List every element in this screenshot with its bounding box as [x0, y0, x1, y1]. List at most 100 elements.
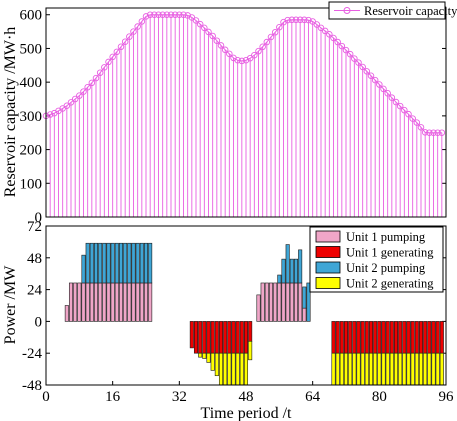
power-bar [210, 352, 215, 371]
reservoir-point [192, 17, 200, 24]
power-bar [239, 352, 244, 386]
power-bar [402, 321, 407, 354]
reservoir-axes-frame [45, 7, 447, 218]
power-legend-swatch [315, 246, 341, 258]
power-bar [260, 282, 265, 322]
reservoir-point [121, 38, 129, 45]
reservoir-point [217, 42, 225, 49]
reservoir-point [221, 46, 229, 54]
power-bar [85, 282, 90, 322]
power-bar [406, 352, 411, 386]
power-bar [398, 352, 403, 386]
power-legend-swatch [315, 261, 341, 274]
reservoir-point [342, 46, 350, 54]
power-bar [106, 242, 111, 284]
power-bar [148, 282, 153, 322]
reservoir-point [321, 27, 329, 35]
reservoir-point [271, 29, 279, 36]
reservoir-point [46, 111, 54, 118]
power-xtick-label: 80 [372, 389, 387, 405]
reservoir-point [430, 129, 437, 136]
power-bar [402, 352, 407, 386]
power-bar [298, 282, 303, 322]
reservoir-ytick-label: 600 [20, 8, 43, 24]
reservoir-point [196, 20, 204, 28]
reservoir-point [426, 129, 433, 136]
reservoir-point [276, 23, 283, 31]
reservoir-point [142, 13, 150, 20]
reservoir-point [146, 11, 154, 18]
reservoir-legend-marker [343, 7, 351, 14]
power-bar [73, 282, 78, 322]
power-bar [135, 242, 140, 284]
power-bar [364, 321, 369, 354]
power-bar [235, 321, 240, 354]
reservoir-ytick-label: 100 [20, 176, 43, 192]
reservoir-legend-label: Reservoir capacity [364, 4, 457, 18]
power-bar [127, 282, 132, 322]
power-bar [360, 352, 365, 386]
reservoir-point [438, 129, 446, 136]
power-bar [435, 321, 440, 354]
power-bar [227, 352, 232, 386]
reservoir-point [251, 51, 258, 59]
power-legend-label: Unit 2 pumping [346, 261, 426, 275]
reservoir-point [188, 14, 196, 21]
reservoir-point [392, 98, 400, 106]
power-bar [89, 242, 94, 284]
power-bar [277, 274, 282, 284]
power-bar [110, 282, 115, 322]
reservoir-point [396, 102, 404, 110]
power-bar [110, 242, 115, 284]
power-bar [223, 321, 228, 354]
power-bar [285, 244, 290, 284]
power-axes-frame [45, 225, 447, 386]
reservoir-point [163, 11, 171, 18]
power-bar [414, 321, 419, 354]
power-bar [373, 321, 378, 354]
power-bar [352, 321, 357, 354]
reservoir-point [384, 90, 391, 97]
power-bar [293, 282, 299, 322]
reservoir-point [305, 16, 312, 24]
power-bar [431, 321, 436, 354]
power-bar [289, 258, 294, 284]
reservoir-stems [45, 14, 443, 217]
power-bar [68, 282, 74, 322]
reservoir-point [417, 124, 425, 131]
reservoir-point [388, 94, 396, 101]
reservoir-point [234, 57, 241, 64]
power-bar [360, 321, 365, 354]
power-bar [293, 258, 299, 284]
power-bar [331, 352, 336, 386]
power-bar [418, 321, 424, 354]
power-bar [93, 242, 99, 284]
reservoir-point [246, 54, 254, 62]
power-bar [427, 321, 432, 354]
reservoir-point [67, 99, 75, 106]
power-legend-label: Unit 1 generating [346, 246, 434, 260]
power-bar [85, 242, 90, 284]
power-bar [398, 321, 403, 354]
reservoir-ytick-label: 0 [35, 210, 43, 226]
power-bar [418, 352, 424, 386]
power-bar [410, 321, 415, 354]
power-bar [306, 282, 311, 322]
reservoir-point [105, 58, 112, 66]
reservoir-point [134, 23, 141, 30]
power-bar [93, 282, 99, 322]
power-bar [381, 352, 386, 386]
power-bar [218, 352, 224, 386]
power-legend-swatch [315, 277, 341, 289]
power-bar [214, 321, 219, 354]
power-bar [356, 352, 361, 386]
power-bar [368, 352, 374, 386]
power-bar [210, 321, 215, 354]
power-bar [335, 352, 340, 386]
reservoir-point [226, 50, 233, 58]
power-ylabel: Power /MW [2, 265, 19, 345]
reservoir-point [130, 28, 137, 35]
reservoir-point [296, 16, 304, 24]
